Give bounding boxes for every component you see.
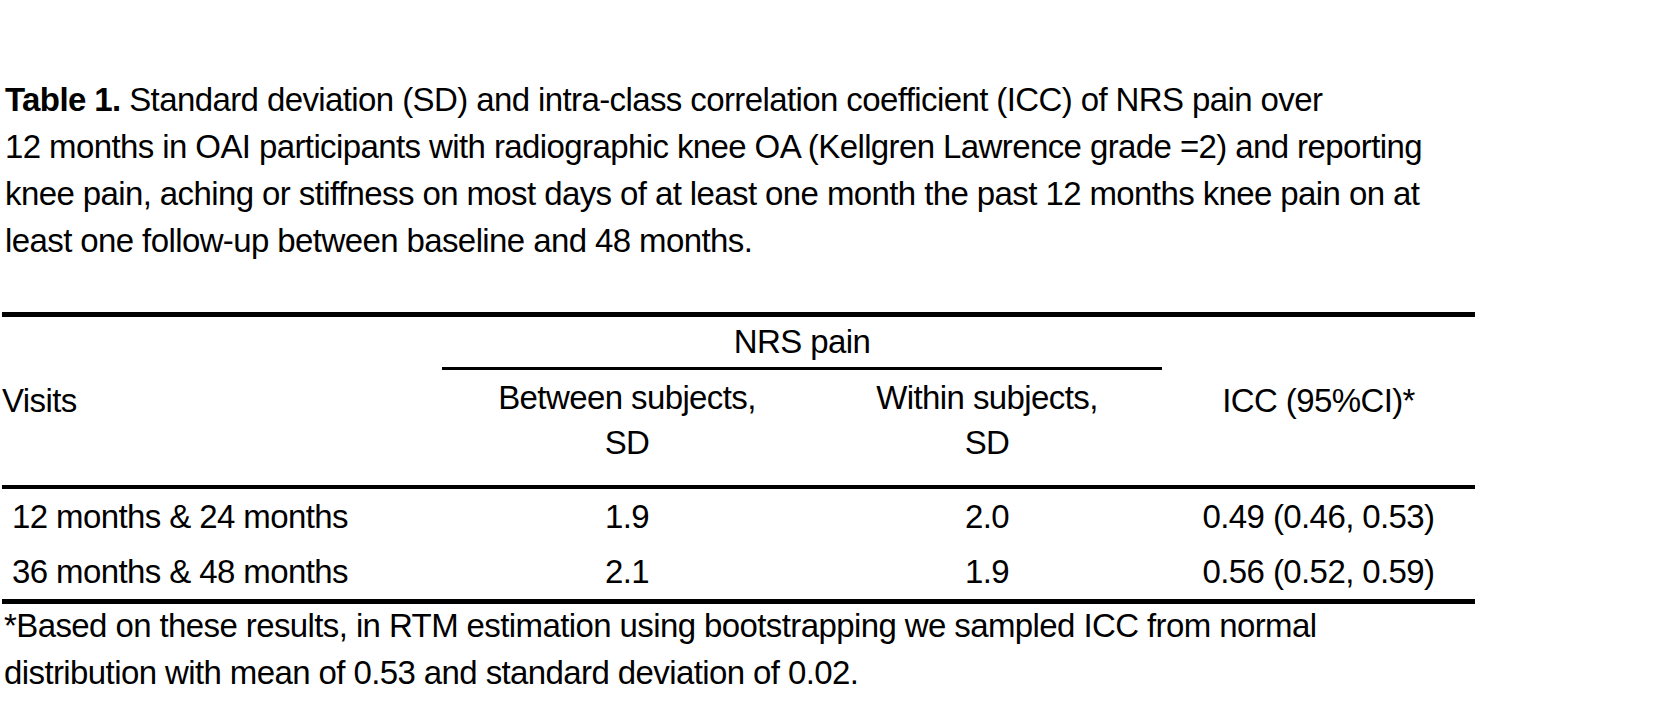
footnote-line-1: *Based on these results, in RTM estimati… [4,602,1316,649]
caption-line-1-text: Standard deviation (SD) and intra-class … [121,81,1323,118]
within-sd-cell: 1.9 [812,544,1162,602]
within-sd-cell: 2.0 [812,487,1162,544]
column-header-visits: Visits [2,315,442,488]
between-subjects-sd-label: SD [442,420,812,465]
paper-page: Table 1. Standard deviation (SD) and int… [0,0,1675,713]
column-header-within-subjects-sd: Within subjects, SD [812,369,1162,488]
caption-line-3: knee pain, aching or stiffness on most d… [5,170,1422,217]
table-footnote: *Based on these results, in RTM estimati… [4,602,1316,696]
table-caption: Table 1. Standard deviation (SD) and int… [5,76,1422,264]
table-spanner-row: Visits NRS pain ICC (95%CI)* [2,315,1475,369]
between-subjects-label: Between subjects, [442,375,812,420]
table-row: 12 months & 24 months 1.9 2.0 0.49 (0.46… [2,487,1475,544]
footnote-line-2: distribution with mean of 0.53 and stand… [4,649,1316,696]
within-subjects-label: Within subjects, [812,375,1162,420]
visits-cell: 36 months & 48 months [2,544,442,602]
caption-line-1: Table 1. Standard deviation (SD) and int… [5,76,1422,123]
between-sd-cell: 2.1 [442,544,812,602]
column-header-between-subjects-sd: Between subjects, SD [442,369,812,488]
icc-cell: 0.49 (0.46, 0.53) [1162,487,1475,544]
between-sd-cell: 1.9 [442,487,812,544]
table-number-label: Table 1. [5,81,121,118]
results-table: Visits NRS pain ICC (95%CI)* Between sub… [2,312,1475,604]
caption-line-2: 12 months in OAI participants with radio… [5,123,1422,170]
column-header-icc: ICC (95%CI)* [1162,315,1475,488]
visits-cell: 12 months & 24 months [2,487,442,544]
caption-line-4: least one follow-up between baseline and… [5,217,1422,264]
table-row: 36 months & 48 months 2.1 1.9 0.56 (0.52… [2,544,1475,602]
within-subjects-sd-label: SD [812,420,1162,465]
column-group-header-nrs-pain: NRS pain [442,315,1162,369]
icc-cell: 0.56 (0.52, 0.59) [1162,544,1475,602]
